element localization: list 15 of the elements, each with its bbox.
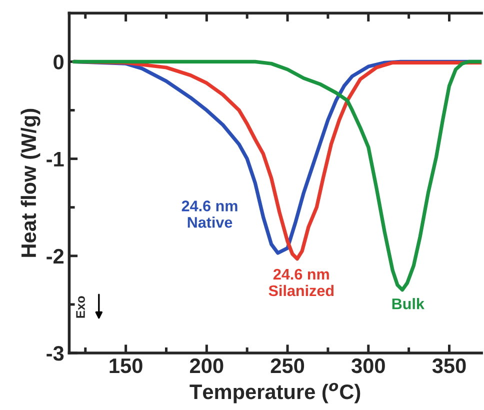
x-tick-label: 350	[432, 358, 466, 374]
y-tick-label: -3	[46, 346, 64, 361]
annotation: Exo	[76, 296, 85, 318]
series-label: Bulk	[392, 298, 424, 310]
y-tick-label: -1	[46, 152, 64, 166]
x-tick-label: 300	[351, 358, 385, 374]
series-label: 24.6 nm Native	[182, 200, 238, 228]
x-tick-label: 200	[190, 358, 224, 374]
x-axis-title: Temperature ($^{o}$C)	[190, 382, 360, 404]
series-label: 24.6 nm Silanized	[268, 268, 334, 296]
y-tick-label: -2	[46, 248, 64, 264]
x-tick-label: 150	[110, 358, 142, 374]
y-tick-label: 0	[54, 54, 64, 70]
y-axis-title: Heat flow (W/g)	[20, 108, 40, 257]
x-tick-label: 250	[270, 358, 304, 374]
